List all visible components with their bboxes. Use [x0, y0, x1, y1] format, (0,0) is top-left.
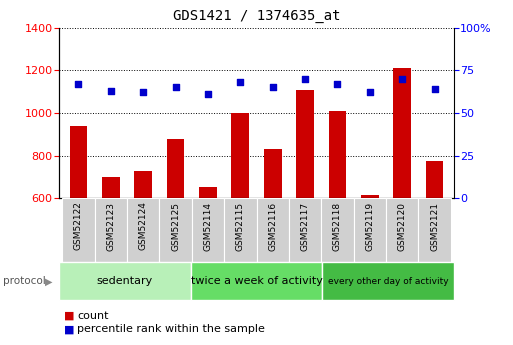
Text: count: count: [77, 311, 108, 321]
Text: GSM52123: GSM52123: [106, 201, 115, 250]
Text: GSM52118: GSM52118: [333, 201, 342, 251]
FancyBboxPatch shape: [224, 198, 256, 262]
FancyBboxPatch shape: [59, 262, 191, 300]
Bar: [426, 161, 443, 326]
FancyBboxPatch shape: [322, 262, 454, 300]
Text: GSM52114: GSM52114: [204, 201, 212, 250]
Point: [430, 86, 439, 92]
FancyBboxPatch shape: [94, 198, 127, 262]
Text: GSM52115: GSM52115: [236, 201, 245, 251]
FancyBboxPatch shape: [62, 198, 94, 262]
FancyBboxPatch shape: [353, 198, 386, 262]
Bar: [102, 177, 120, 326]
Text: GSM52122: GSM52122: [74, 201, 83, 250]
Text: twice a week of activity: twice a week of activity: [190, 276, 323, 286]
Text: GSM52116: GSM52116: [268, 201, 277, 251]
Text: GSM52121: GSM52121: [430, 201, 439, 250]
Bar: [167, 139, 185, 326]
Point: [107, 88, 115, 93]
Text: GSM52120: GSM52120: [398, 201, 407, 250]
Bar: [134, 171, 152, 326]
FancyBboxPatch shape: [386, 198, 419, 262]
Bar: [264, 149, 282, 326]
Text: ■: ■: [64, 311, 78, 321]
Text: percentile rank within the sample: percentile rank within the sample: [77, 325, 265, 334]
Point: [333, 81, 342, 87]
Bar: [199, 187, 217, 326]
FancyBboxPatch shape: [321, 198, 353, 262]
Point: [204, 91, 212, 97]
Point: [74, 81, 83, 87]
Bar: [328, 111, 346, 326]
FancyBboxPatch shape: [289, 198, 321, 262]
FancyBboxPatch shape: [191, 262, 322, 300]
Point: [366, 90, 374, 95]
Point: [171, 85, 180, 90]
Text: ▶: ▶: [45, 277, 52, 287]
Point: [269, 85, 277, 90]
Bar: [361, 195, 379, 326]
Point: [398, 76, 406, 81]
FancyBboxPatch shape: [419, 198, 451, 262]
Text: protocol: protocol: [3, 276, 45, 286]
Bar: [231, 113, 249, 326]
Bar: [296, 89, 314, 326]
FancyBboxPatch shape: [192, 198, 224, 262]
Text: GSM52117: GSM52117: [301, 201, 309, 251]
Bar: [70, 126, 87, 326]
Text: sedentary: sedentary: [97, 276, 153, 286]
FancyBboxPatch shape: [127, 198, 160, 262]
FancyBboxPatch shape: [256, 198, 289, 262]
Text: GSM52124: GSM52124: [139, 201, 148, 250]
FancyBboxPatch shape: [160, 198, 192, 262]
Text: GDS1421 / 1374635_at: GDS1421 / 1374635_at: [173, 9, 340, 23]
Bar: [393, 68, 411, 326]
Text: GSM52125: GSM52125: [171, 201, 180, 250]
Text: ■: ■: [64, 325, 78, 334]
Text: every other day of activity: every other day of activity: [328, 277, 448, 286]
Point: [301, 76, 309, 81]
Point: [236, 79, 244, 85]
Text: GSM52119: GSM52119: [365, 201, 374, 251]
Point: [139, 90, 147, 95]
